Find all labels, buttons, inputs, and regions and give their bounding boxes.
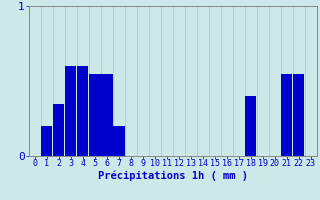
Bar	[77, 66, 89, 156]
Bar	[113, 126, 124, 156]
Bar	[293, 73, 305, 156]
Bar	[245, 96, 257, 156]
Bar	[41, 126, 52, 156]
Bar	[101, 73, 113, 156]
Bar	[53, 104, 65, 156]
X-axis label: Précipitations 1h ( mm ): Précipitations 1h ( mm )	[98, 171, 248, 181]
Bar	[281, 73, 292, 156]
Bar	[89, 73, 100, 156]
Bar	[65, 66, 76, 156]
